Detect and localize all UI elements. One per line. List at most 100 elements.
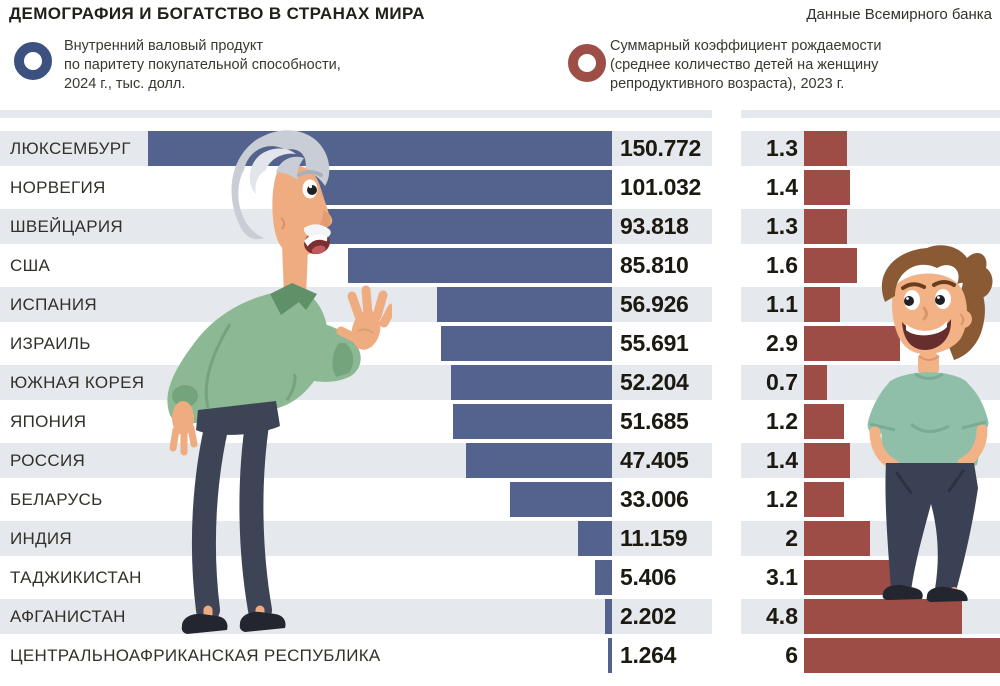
- gdp-bar: [578, 521, 612, 556]
- gdp-value: 11.159: [620, 525, 688, 551]
- gdp-bar: [451, 365, 612, 400]
- table-row: США 85.810 1.6: [0, 248, 1000, 283]
- gdp-bar: [323, 209, 612, 244]
- country-label: ЯПОНИЯ: [10, 412, 87, 431]
- fertility-bar: [804, 326, 900, 361]
- fertility-legend-line: репродуктивного возраста), 2023 г.: [610, 76, 845, 92]
- gdp-bar: [510, 482, 612, 517]
- fertility-value: 1.3: [766, 135, 798, 161]
- row-stripe-right: [741, 131, 1000, 166]
- fertility-value: 4.8: [766, 603, 798, 629]
- fertility-bar: [804, 443, 850, 478]
- country-label: ЦЕНТРАЛЬНОАФРИКАНСКАЯ РЕСПУБЛИКА: [10, 646, 381, 665]
- table-row: ТАДЖИКИСТАН 5.406 3.1: [0, 560, 1000, 595]
- fertility-value: 1.1: [766, 291, 798, 317]
- gdp-legend-ring-icon: [14, 42, 52, 80]
- gdp-legend-line: 2024 г., тыс. долл.: [64, 76, 186, 92]
- gdp-value: 85.810: [620, 252, 689, 278]
- gdp-value: 33.006: [620, 486, 689, 512]
- gdp-bar: [595, 560, 612, 595]
- fertility-bar: [804, 521, 870, 556]
- table-row: ИНДИЯ 11.159 2: [0, 521, 1000, 556]
- top-sliver-stripe: [0, 110, 1000, 118]
- fertility-value: 1.3: [766, 213, 798, 239]
- table-row: БЕЛАРУСЬ 33.006 1.2: [0, 482, 1000, 517]
- gdp-bar: [148, 131, 612, 166]
- country-label: ИЗРАИЛЬ: [10, 334, 91, 353]
- fertility-value: 0.7: [766, 369, 798, 395]
- fertility-legend-ring-icon: [568, 44, 606, 82]
- fertility-value: 2.9: [766, 330, 798, 356]
- row-stripe-right: [741, 209, 1000, 244]
- gdp-bar: [608, 638, 612, 673]
- table-row: ЛЮКСЕМБУРГ 150.772 1.3: [0, 131, 1000, 166]
- fertility-bar: [804, 599, 962, 634]
- fertility-bar: [804, 170, 850, 205]
- fertility-legend-line: (среднее количество детей на женщину: [610, 57, 879, 73]
- gdp-legend-line: по паритету покупательной способности,: [64, 57, 341, 73]
- fertility-legend-line: Суммарный коэффициент рождаемости: [610, 38, 882, 54]
- gdp-value: 47.405: [620, 447, 689, 473]
- fertility-value: 3.1: [766, 564, 798, 590]
- fertility-bar: [804, 248, 857, 283]
- gdp-value: 52.204: [620, 369, 689, 395]
- fertility-value: 1.2: [766, 486, 798, 512]
- fertility-value: 1.6: [766, 252, 798, 278]
- fertility-legend-text: Суммарный коэффициент рождаемости (средн…: [610, 37, 882, 94]
- fertility-value: 2: [785, 525, 798, 551]
- fertility-bar: [804, 287, 840, 322]
- table-row: АФГАНИСТАН 2.202 4.8: [0, 599, 1000, 634]
- gdp-value: 1.264: [620, 642, 677, 668]
- table-row: РОССИЯ 47.405 1.4: [0, 443, 1000, 478]
- fertility-bar: [804, 638, 1000, 673]
- gdp-value: 150.772: [620, 135, 702, 161]
- gdp-bar: [301, 170, 612, 205]
- country-label: США: [10, 256, 51, 275]
- country-label: ШВЕЙЦАРИЯ: [10, 217, 123, 236]
- country-label: БЕЛАРУСЬ: [10, 490, 103, 509]
- table-row: ИСПАНИЯ 56.926 1.1: [0, 287, 1000, 322]
- country-label: ЮЖНАЯ КОРЕЯ: [10, 373, 145, 392]
- gdp-value: 93.818: [620, 213, 689, 239]
- gdp-bar: [441, 326, 612, 361]
- fertility-value: 1.4: [766, 447, 798, 473]
- fertility-bar: [804, 482, 844, 517]
- table-row: НОРВЕГИЯ 101.032 1.4: [0, 170, 1000, 205]
- gdp-bar: [605, 599, 612, 634]
- top-sliver-left: [0, 110, 712, 118]
- row-stripe-left: [0, 599, 712, 634]
- page-title: ДЕМОГРАФИЯ И БОГАТСТВО В СТРАНАХ МИРА: [9, 4, 425, 23]
- gdp-value: 5.406: [620, 564, 677, 590]
- gdp-value: 101.032: [620, 174, 702, 200]
- country-label: ТАДЖИКИСТАН: [10, 568, 142, 587]
- gdp-value: 55.691: [620, 330, 689, 356]
- fertility-bar: [804, 560, 906, 595]
- table-row: ЦЕНТРАЛЬНОАФРИКАНСКАЯ РЕСПУБЛИКА 1.264 6: [0, 638, 1000, 673]
- fertility-bar: [804, 365, 827, 400]
- country-label: РОССИЯ: [10, 451, 86, 470]
- country-label: ЛЮКСЕМБУРГ: [10, 139, 131, 158]
- gdp-legend-line: Внутренний валовый продукт: [64, 38, 264, 54]
- gdp-legend-text: Внутренний валовый продукт по паритету п…: [64, 37, 341, 94]
- fertility-bar: [804, 209, 847, 244]
- country-label: НОРВЕГИЯ: [10, 178, 106, 197]
- fertility-bar: [804, 404, 844, 439]
- country-label: АФГАНИСТАН: [10, 607, 126, 626]
- source-note: Данные Всемирного банка: [806, 6, 992, 23]
- gdp-bar: [453, 404, 612, 439]
- fertility-value: 6: [785, 642, 798, 668]
- gdp-bar: [437, 287, 612, 322]
- table-row: ИЗРАИЛЬ 55.691 2.9: [0, 326, 1000, 361]
- fertility-value: 1.2: [766, 408, 798, 434]
- fertility-value: 1.4: [766, 174, 798, 200]
- table-row: ЯПОНИЯ 51.685 1.2: [0, 404, 1000, 439]
- gdp-value: 56.926: [620, 291, 689, 317]
- table-row: ЮЖНАЯ КОРЕЯ 52.204 0.7: [0, 365, 1000, 400]
- gdp-value: 51.685: [620, 408, 689, 434]
- table-row: ШВЕЙЦАРИЯ 93.818 1.3: [0, 209, 1000, 244]
- gdp-value: 2.202: [620, 603, 677, 629]
- gdp-bar: [348, 248, 612, 283]
- gdp-bar: [466, 443, 612, 478]
